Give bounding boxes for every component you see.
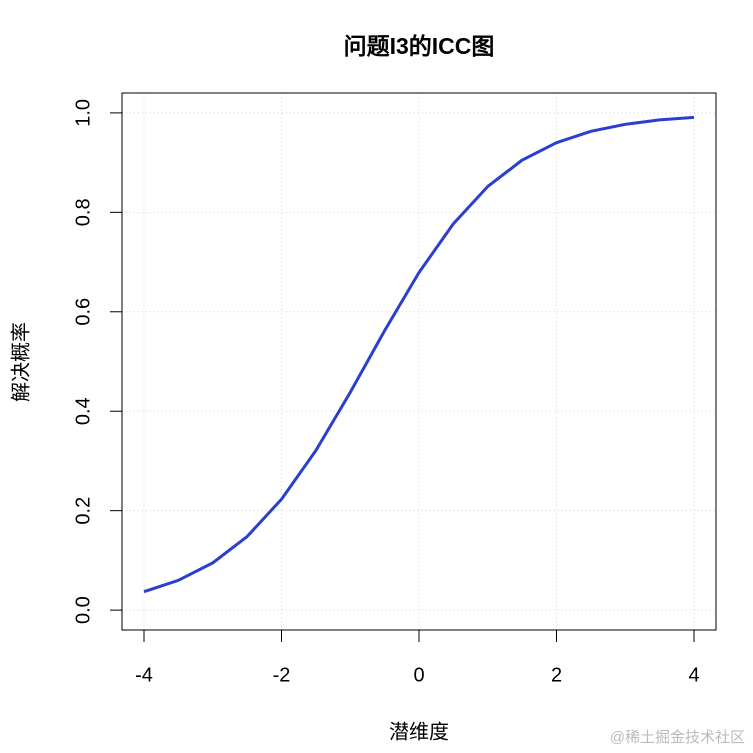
x-tick-label: 0 — [413, 664, 424, 686]
chart-title: 问题I3的ICC图 — [344, 33, 495, 59]
x-tick-label: -4 — [135, 664, 153, 686]
y-tick-label: 0.0 — [72, 596, 94, 624]
x-tick-label: 2 — [551, 664, 562, 686]
line-series — [143, 115, 695, 594]
x-tick-label: -2 — [273, 664, 291, 686]
x-axis-label: 潜维度 — [389, 720, 449, 744]
y-tick-label: 0.6 — [72, 298, 94, 326]
y-tick-label: 0.4 — [72, 397, 94, 425]
y-tick-label: 0.8 — [72, 198, 94, 226]
x-tick-label: 4 — [688, 664, 699, 686]
plot-box — [121, 92, 717, 631]
y-tick-label: 0.2 — [72, 497, 94, 525]
y-axis-label: 解决概率 — [9, 322, 33, 402]
watermark: @稀土掘金技术社区 — [610, 729, 745, 746]
y-tick-label: 1.0 — [72, 99, 94, 127]
